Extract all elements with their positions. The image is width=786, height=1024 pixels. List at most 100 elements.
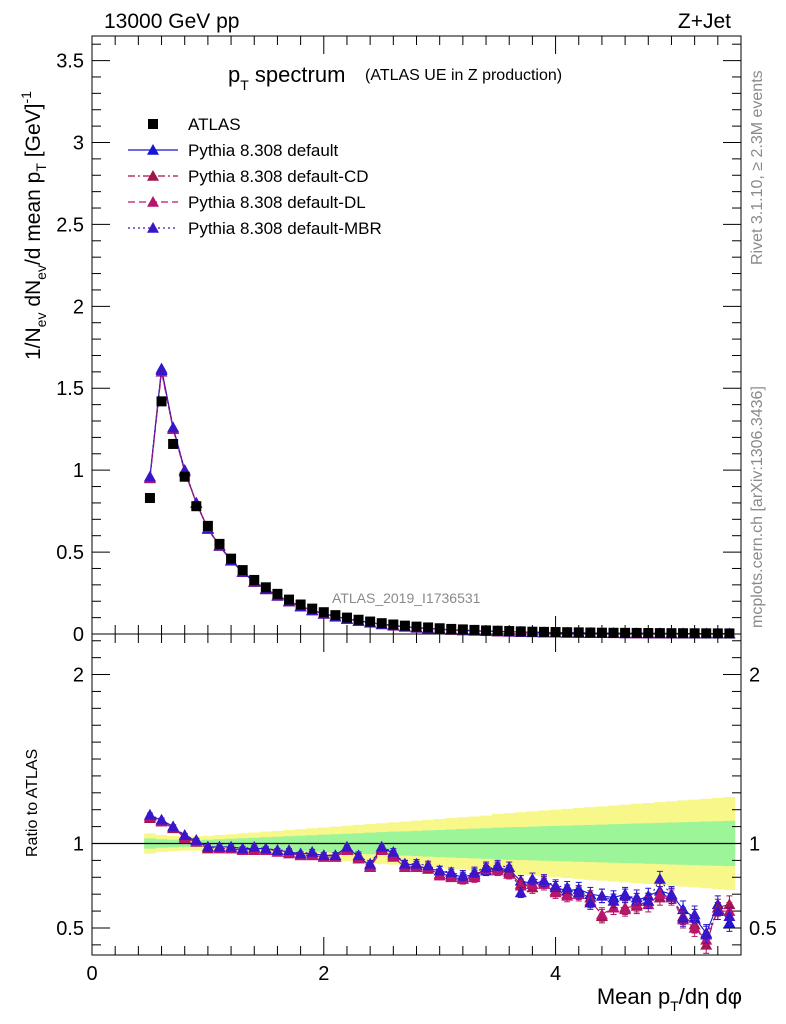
x-tick-label: 2 <box>318 963 329 985</box>
ratio-point <box>398 857 411 869</box>
ratio-point <box>480 861 493 872</box>
ratio-point <box>503 861 516 872</box>
ratio-point <box>352 849 365 861</box>
ratio-line <box>149 814 730 936</box>
series-atlas <box>144 396 735 639</box>
data-point <box>643 628 654 639</box>
data-point <box>399 620 410 631</box>
ratio-point <box>491 859 504 871</box>
ratio-y-tick-label-left: 2 <box>73 665 84 687</box>
data-point <box>353 614 364 625</box>
data-point <box>168 438 179 449</box>
title-sub: T <box>240 77 249 93</box>
ratio-point <box>201 840 214 852</box>
data-point <box>341 612 352 623</box>
ratio-point <box>433 864 446 876</box>
data-point <box>191 501 202 512</box>
ratio-point <box>456 869 469 881</box>
data-point <box>365 616 376 627</box>
ratio-point <box>364 857 377 869</box>
ratio-y-tick-label-right: 1 <box>749 833 760 855</box>
chart-title-note: (ATLAS UE in Z production) <box>365 67 562 84</box>
legend-marker <box>147 196 159 207</box>
ratio-point <box>723 910 736 921</box>
ratio-point <box>143 808 156 820</box>
data-point <box>666 628 677 639</box>
data-point <box>538 626 549 637</box>
data-point <box>631 627 642 638</box>
data-point <box>307 603 318 614</box>
chart-title: pT spectrum <box>228 62 345 93</box>
ratio-point <box>155 813 168 825</box>
ratio-point <box>213 840 226 852</box>
data-point <box>423 622 434 633</box>
legend-label: ATLAS <box>188 115 241 134</box>
ratio-point <box>653 888 666 899</box>
ratio-point <box>642 894 655 906</box>
y-tick-label: 1.5 <box>56 378 84 400</box>
legend-marker <box>147 170 159 181</box>
data-point <box>144 493 155 504</box>
data-point <box>585 627 596 638</box>
data-point <box>330 610 341 621</box>
x-axis-label: Mean pT/dη dφ <box>597 984 742 1014</box>
title-rest: spectrum <box>249 62 346 87</box>
data-point <box>678 628 689 639</box>
ratio-point <box>410 857 423 869</box>
data-point <box>620 627 631 638</box>
data-point <box>284 594 295 605</box>
ratio-point <box>445 866 458 878</box>
data-point <box>295 599 306 610</box>
data-point <box>724 628 735 639</box>
ratio-point <box>711 905 724 916</box>
data-point <box>550 627 561 638</box>
ratio-point <box>619 903 632 915</box>
ratio-point <box>294 847 307 859</box>
ratio-point <box>561 881 574 893</box>
data-point <box>573 627 584 638</box>
data-point <box>562 627 573 638</box>
legend-label: Pythia 8.308 default-DL <box>188 193 366 212</box>
data-point <box>143 470 156 482</box>
ratio-point <box>688 908 701 920</box>
y-tick-label: 0 <box>73 624 84 646</box>
y-tick-label: 3 <box>73 132 84 154</box>
ratio-y-tick-label-left: 1 <box>73 833 84 855</box>
ratio-point <box>677 911 690 923</box>
ratio-point <box>700 928 713 940</box>
data-point <box>608 627 619 638</box>
mcplots-info: mcplots.cern.ch [arXiv:1306.3436] <box>749 386 766 628</box>
ratio-point <box>665 889 678 901</box>
ratio-point <box>526 872 539 884</box>
data-point <box>237 565 248 576</box>
ratio-point <box>190 834 203 845</box>
ratio-point <box>468 866 481 878</box>
x-tick-label: 0 <box>86 963 97 985</box>
data-point <box>654 628 665 639</box>
data-point <box>167 421 180 433</box>
ratio-point <box>236 842 249 854</box>
data-point <box>260 582 271 593</box>
legend-label: Pythia 8.308 default-MBR <box>188 219 382 238</box>
data-point <box>504 626 515 637</box>
data-point <box>446 623 457 634</box>
ratio-ylabel: Ratio to ATLAS <box>24 749 41 857</box>
data-point <box>492 625 503 636</box>
data-point <box>701 628 712 639</box>
ratio-point <box>630 891 643 903</box>
ratio-point <box>178 829 191 840</box>
ratio-panel: 0 2 4 0.5 0.5 1 1 2 2 <box>56 633 777 985</box>
data-point <box>376 618 387 629</box>
rivet-info: Rivet 3.1.10, ≥ 2.3M events <box>749 70 766 265</box>
data-point <box>481 625 492 636</box>
data-point <box>515 626 526 637</box>
legend-label: Pythia 8.308 default <box>188 141 339 160</box>
ratio-point <box>653 872 666 884</box>
process-label: Z+Jet <box>678 10 731 33</box>
ratio-point <box>619 889 632 901</box>
ratio-point <box>306 845 319 857</box>
data-point <box>689 628 700 639</box>
ratio-series-pythia-8-308-default-mbr <box>143 808 736 944</box>
ratio-point <box>422 859 435 871</box>
